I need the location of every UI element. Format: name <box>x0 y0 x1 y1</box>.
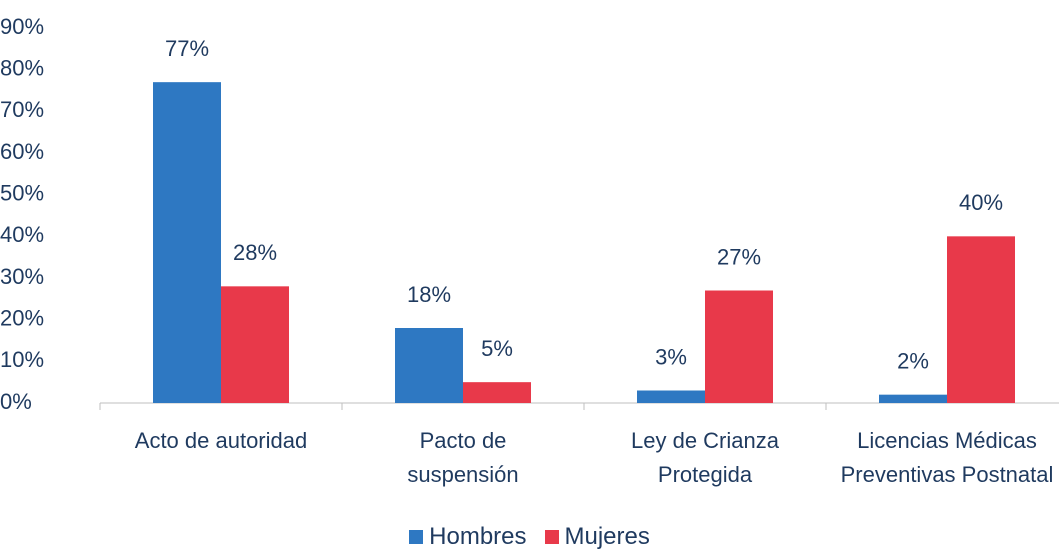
data-label: 18% <box>407 282 451 307</box>
legend-item: Hombres <box>409 523 527 551</box>
legend-item: Mujeres <box>544 523 650 551</box>
legend: Hombres Mujeres <box>0 523 1059 551</box>
y-tick-label: 60% <box>0 139 44 164</box>
legend-swatch <box>409 530 424 544</box>
y-tick-label: 50% <box>0 180 44 205</box>
data-label: 27% <box>717 244 761 269</box>
legend-label: Mujeres <box>564 523 650 550</box>
data-label: 77% <box>165 36 209 61</box>
bar <box>395 328 463 403</box>
y-tick-label: 70% <box>0 97 44 122</box>
data-label: 2% <box>897 348 929 373</box>
y-tick-label: 0% <box>0 389 32 414</box>
y-tick-label: 30% <box>0 264 44 289</box>
y-tick-label: 40% <box>0 222 44 247</box>
data-label: 40% <box>959 190 1003 215</box>
bar <box>947 236 1015 403</box>
x-tick-label: Pacto de suspensión <box>407 428 519 487</box>
y-tick-label: 80% <box>0 55 44 80</box>
data-label: 3% <box>655 344 687 369</box>
data-label: 5% <box>481 336 513 361</box>
bar <box>463 382 531 403</box>
bar <box>221 286 289 403</box>
x-tick-label: Acto de autoridad <box>134 428 308 453</box>
bar <box>705 290 773 403</box>
y-tick-label: 20% <box>0 305 44 330</box>
y-tick-label: 90% <box>0 14 44 39</box>
y-tick-label: 10% <box>0 347 44 372</box>
legend-swatch <box>544 530 559 544</box>
bar <box>879 394 947 403</box>
x-tick-label: Licencias Médicas Preventivas Postnatal <box>840 428 1054 487</box>
legend-label: Hombres <box>429 523 527 550</box>
x-tick-label: Ley de Crianza Protegida <box>631 428 779 487</box>
data-label: 28% <box>233 240 277 265</box>
bar <box>637 390 705 403</box>
bar <box>153 82 221 404</box>
